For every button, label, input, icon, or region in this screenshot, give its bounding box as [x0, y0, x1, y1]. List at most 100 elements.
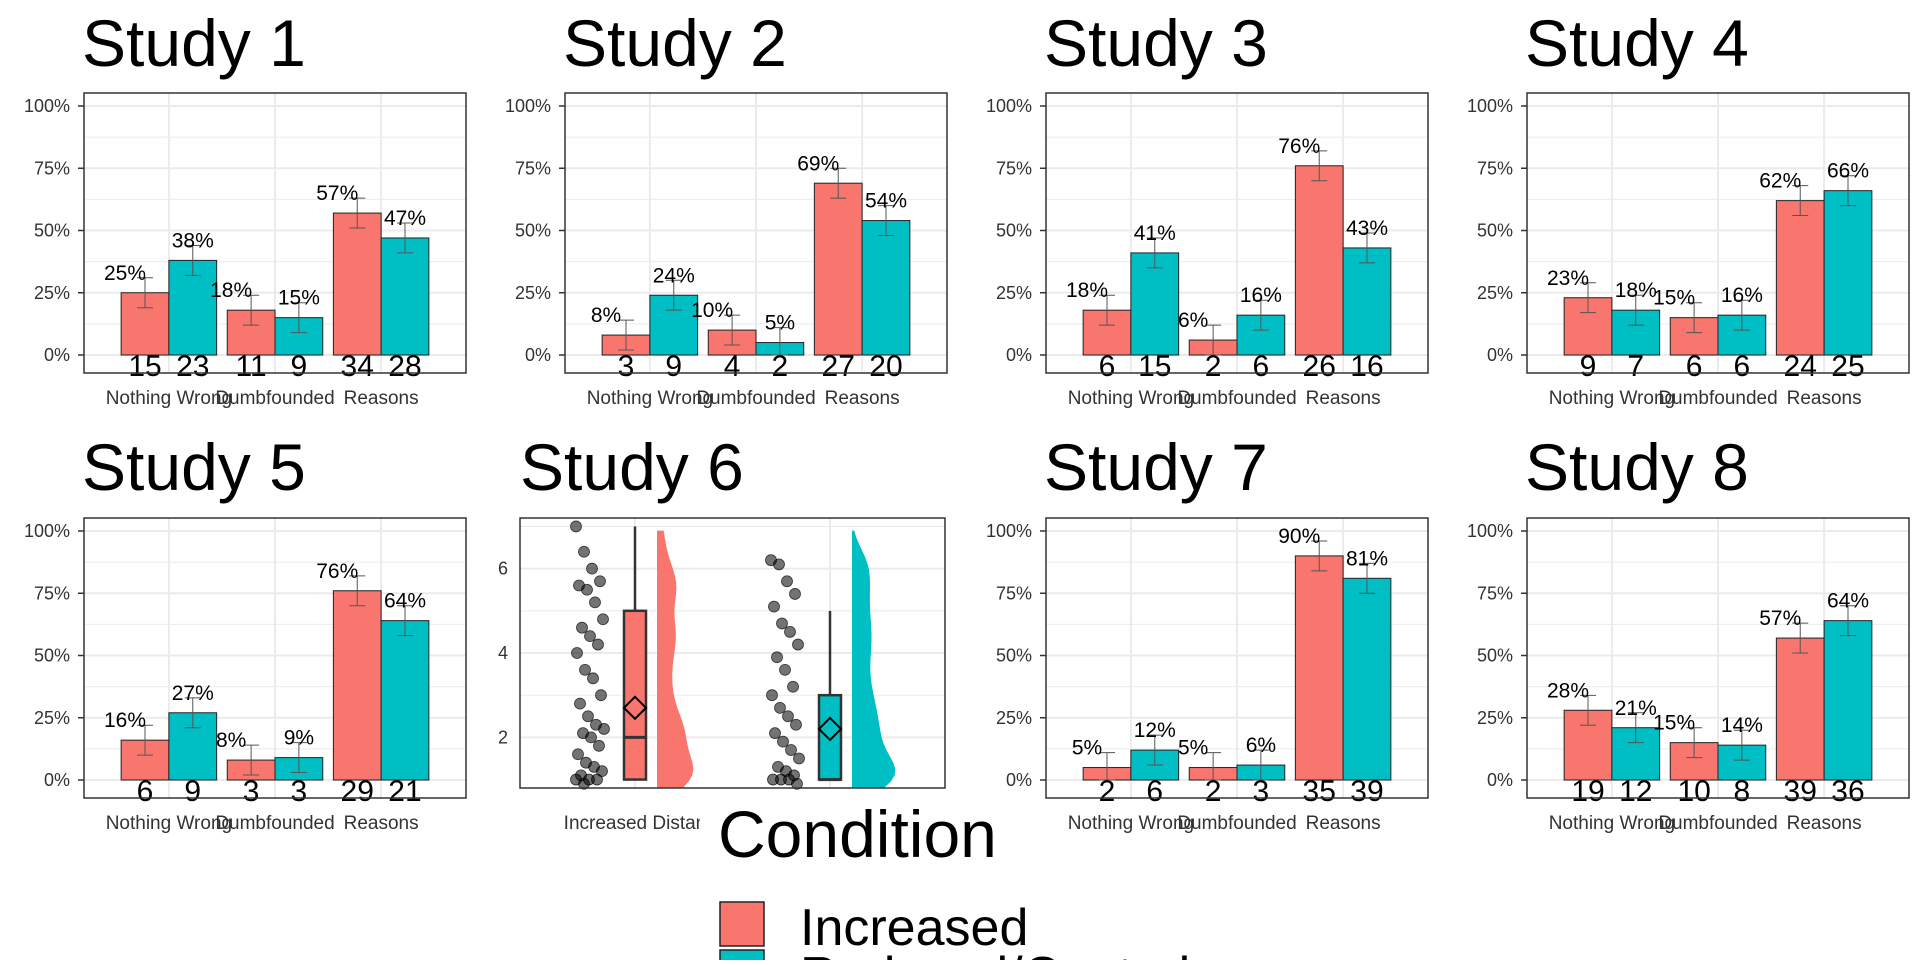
percent-label: 64% — [1827, 590, 1869, 613]
data-point — [784, 626, 796, 638]
bar-increased — [1775, 200, 1825, 356]
count-label: 29 — [341, 775, 374, 808]
error-bar — [830, 167, 847, 199]
x-category-label: Nothing Wrong — [1068, 388, 1194, 409]
x-category-label: Reasons — [344, 388, 419, 409]
panel-title: Study 6 — [520, 430, 744, 504]
count-label: 35 — [1303, 775, 1336, 808]
percent-label: 24% — [653, 264, 695, 287]
x-category-label: Nothing Wrong — [1068, 813, 1194, 834]
count-label: 26 — [1303, 350, 1336, 383]
percent-label: 38% — [172, 229, 214, 252]
density-curve — [852, 530, 896, 788]
percent-label: 25% — [104, 262, 146, 285]
count-label: 39 — [1784, 775, 1817, 808]
error-bar — [877, 205, 894, 236]
panel-study-5: Study 5 0% 25% 50% 75% 100% 16% 6 27% 9 Nothing Wr… — [24, 430, 467, 834]
percent-label: 18% — [1066, 279, 1108, 302]
data-point — [586, 562, 598, 575]
y-tick-label: 100% — [1467, 96, 1513, 116]
mean-diamond — [817, 716, 843, 742]
panel-frame — [1526, 92, 1910, 374]
x-category-label: Nothing Wrong — [1549, 813, 1675, 834]
data-point — [582, 710, 594, 723]
y-tick-label: 4 — [498, 643, 508, 663]
error-bar — [1252, 299, 1269, 331]
percent-label: 21% — [1615, 697, 1657, 720]
panel-frame — [1526, 517, 1910, 799]
error-bar — [290, 302, 307, 334]
percent-label: 16% — [1721, 284, 1763, 307]
percent-label: 5% — [765, 312, 795, 335]
count-label: 2 — [1099, 775, 1116, 808]
count-label: 10 — [1677, 775, 1710, 808]
percent-label: 47% — [384, 207, 426, 230]
percent-label: 6% — [1246, 734, 1276, 757]
count-label: 27 — [822, 350, 855, 383]
y-tick-label: 25% — [1477, 283, 1513, 303]
error-bar — [665, 279, 682, 311]
data-point — [785, 744, 797, 756]
error-bar — [1686, 727, 1703, 759]
bar-reduced — [861, 220, 911, 356]
error-bar — [137, 277, 154, 309]
percent-label: 62% — [1759, 170, 1801, 193]
x-category-label: Reasons — [1306, 388, 1381, 409]
percent-label: 23% — [1547, 267, 1589, 290]
count-label: 12 — [1619, 775, 1652, 808]
box — [622, 609, 648, 781]
data-point — [585, 731, 597, 744]
y-tick-label: 75% — [1477, 583, 1513, 603]
y-tick-label: 2 — [498, 727, 508, 747]
percent-label: 14% — [1721, 714, 1763, 737]
bar-reduced — [1823, 620, 1873, 781]
panel-title: Study 8 — [1525, 430, 1749, 504]
y-tick-label: 0% — [525, 345, 551, 365]
percent-label: 90% — [1278, 525, 1320, 548]
data-point — [578, 777, 590, 790]
percent-label: 64% — [384, 590, 426, 613]
error-bar — [243, 294, 260, 326]
error-bar — [1205, 752, 1222, 781]
x-category-label: Dumbfounded — [1177, 388, 1296, 409]
percent-label: 43% — [1346, 217, 1388, 240]
data-point — [581, 583, 593, 596]
y-tick-label: 75% — [996, 158, 1032, 178]
percent-label: 16% — [104, 709, 146, 732]
data-point — [593, 739, 605, 752]
x-category-label: Dumbfounded — [215, 813, 334, 834]
data-point — [589, 596, 601, 609]
x-category-label: Dumbfounded — [1658, 388, 1777, 409]
percent-label: 15% — [1653, 712, 1695, 735]
panel-frame — [1045, 92, 1429, 374]
percent-label: 6% — [1178, 309, 1208, 332]
bar-reduced — [1342, 247, 1392, 356]
data-point — [594, 575, 606, 588]
percent-label: 16% — [1240, 284, 1282, 307]
legend-label-increased: Increased — [800, 899, 1028, 957]
panel-title: Study 4 — [1525, 6, 1749, 80]
x-category-label: Dumbfounded — [215, 388, 334, 409]
data-point — [574, 697, 586, 710]
error-bar — [184, 244, 201, 276]
panel-frame — [519, 517, 946, 789]
legend-swatch-increased — [719, 901, 765, 947]
percent-label: 5% — [1178, 737, 1208, 760]
box — [817, 693, 843, 781]
data-point — [782, 710, 794, 723]
percent-label: 5% — [1072, 737, 1102, 760]
count-label: 19 — [1571, 775, 1604, 808]
y-tick-label: 75% — [34, 158, 70, 178]
data-point — [571, 647, 583, 659]
data-point — [792, 638, 804, 651]
count-label: 6 — [1253, 350, 1270, 383]
percent-label: 18% — [210, 279, 252, 302]
error-bar — [1580, 282, 1597, 314]
percent-label: 54% — [865, 190, 907, 213]
x-category-label: Reasons — [344, 813, 419, 834]
y-tick-label: 75% — [1477, 158, 1513, 178]
y-tick-label: 100% — [1467, 521, 1513, 541]
y-tick-label: 25% — [34, 708, 70, 728]
x-category-label: Dumbfounded — [1177, 813, 1296, 834]
